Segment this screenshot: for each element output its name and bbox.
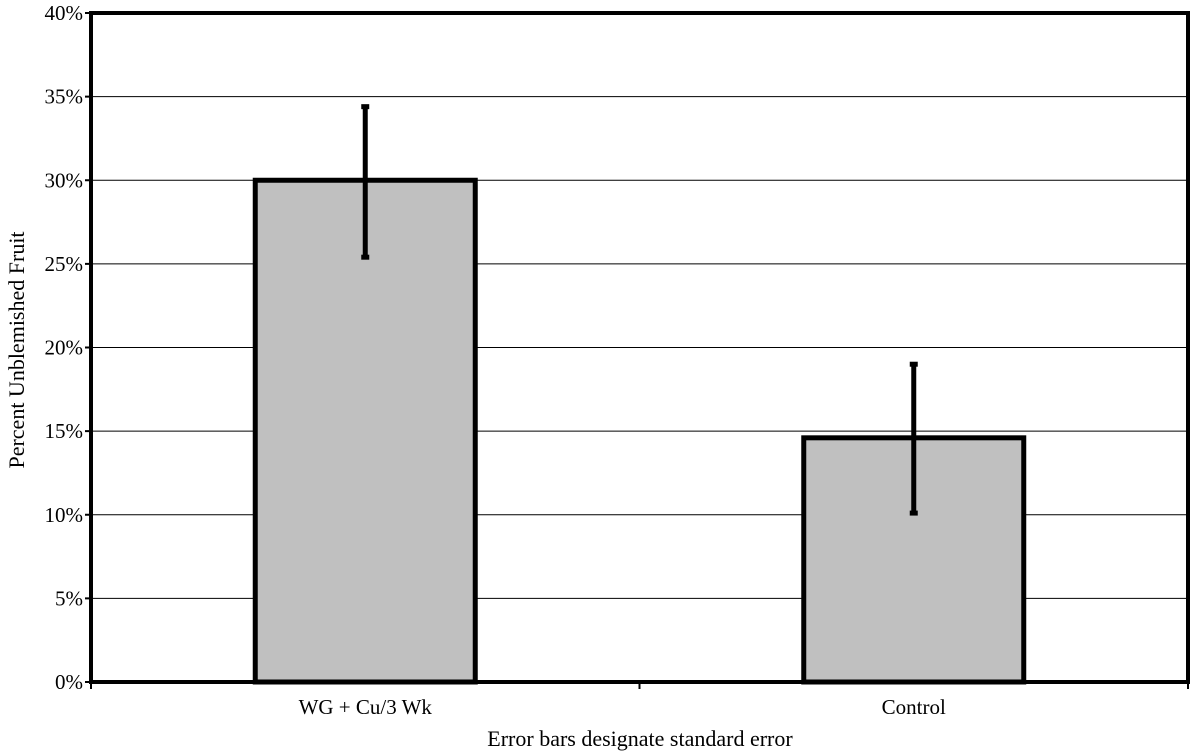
- x-axis-title: Error bars designate standard error: [487, 726, 793, 751]
- y-tick-label: 35%: [45, 85, 84, 109]
- x-tick-label: WG + Cu/3 Wk: [299, 695, 433, 719]
- y-tick-label: 20%: [45, 336, 84, 360]
- y-tick-label: 15%: [45, 419, 84, 443]
- y-axis-ticks: 0% 5% 10% 15% 20% 25% 30% 35% 40%: [45, 1, 91, 694]
- y-tick-label: 30%: [45, 168, 84, 192]
- y-tick-label: 40%: [45, 1, 84, 25]
- y-tick-label: 10%: [45, 503, 84, 527]
- y-tick-label: 25%: [45, 252, 84, 276]
- y-axis-title: Percent Unblemished Fruit: [4, 231, 29, 468]
- y-tick-label: 5%: [55, 586, 83, 610]
- x-tick-label: Control: [882, 695, 946, 719]
- y-tick-label: 0%: [55, 670, 83, 694]
- error-bars: [361, 104, 918, 516]
- x-axis-ticks: WG + Cu/3 Wk Control: [90, 682, 1189, 719]
